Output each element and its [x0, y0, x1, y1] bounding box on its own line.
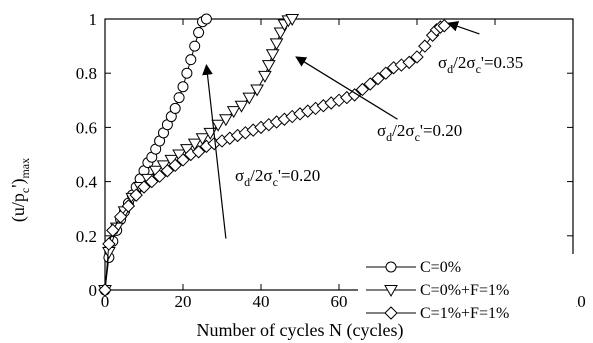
data-point	[145, 174, 159, 189]
data-point	[371, 71, 385, 86]
data-point	[193, 27, 205, 39]
annotation-label: σd/2σc'=0.20	[377, 121, 462, 144]
series-diamond	[98, 19, 452, 297]
data-point	[258, 70, 272, 83]
data-point	[121, 199, 136, 213]
annotation-label: σd/2σc'=0.35	[438, 53, 523, 76]
data-point	[265, 49, 280, 62]
data-point	[102, 237, 116, 251]
y-tick-label: 0.2	[76, 227, 97, 246]
data-point	[355, 82, 370, 97]
data-point	[173, 92, 185, 104]
data-point	[113, 210, 128, 224]
data-point	[250, 84, 264, 97]
legend-item: C=1%+F=1%	[366, 305, 509, 322]
data-point	[152, 169, 167, 183]
data-point	[177, 81, 189, 93]
annotations: σd/2σc'=0.35 σd/2σc'=0.20 σd/2σc'=0.20	[202, 21, 523, 239]
y-tick-label: 0.6	[76, 118, 97, 137]
data-point	[169, 102, 181, 114]
legend-label: C=0%+F=1%	[420, 282, 509, 299]
x-tick-label: 20	[175, 292, 192, 311]
data-point	[242, 92, 257, 105]
x-axis-label: Number of cycles N (cycles)	[197, 320, 404, 341]
data-point	[273, 27, 288, 40]
data-point	[187, 138, 202, 151]
data-point	[285, 14, 300, 27]
x-tick-label: 40	[253, 292, 270, 311]
data-point	[226, 106, 241, 119]
annotation: σd/2σc'=0.20	[295, 56, 462, 144]
data-point	[98, 283, 112, 297]
data-point	[106, 223, 120, 238]
data-point	[200, 13, 212, 25]
data-point	[129, 188, 143, 202]
legend-item: C=0%+F=1%	[366, 282, 509, 299]
data-point	[347, 88, 362, 102]
data-series	[98, 13, 452, 298]
data-point	[261, 60, 276, 73]
data-point	[410, 50, 424, 64]
y-axis-label: (u/pc')max	[8, 158, 32, 222]
data-point	[185, 54, 197, 66]
data-point	[189, 40, 201, 52]
data-point	[168, 158, 182, 173]
data-point	[137, 180, 151, 194]
data-point	[363, 77, 377, 91]
data-point	[160, 164, 175, 178]
data-point	[211, 119, 225, 132]
data-point	[219, 114, 233, 127]
legend-marker	[384, 285, 398, 298]
legend-marker	[385, 261, 397, 273]
y-tick-label: 0	[89, 281, 98, 300]
data-point	[191, 145, 206, 159]
data-point	[176, 153, 190, 167]
legend-label: C=0%	[420, 259, 461, 276]
annotation-label: σd/2σc'=0.20	[235, 166, 320, 189]
legend-marker	[384, 306, 398, 320]
legend-label: C=1%+F=1%	[420, 305, 509, 322]
x-tick-label: 60	[331, 292, 348, 311]
data-point	[269, 38, 284, 51]
y-tick-label: 0.4	[76, 173, 98, 192]
annotation-arrow	[202, 63, 227, 239]
annotation-arrow	[447, 21, 480, 35]
y-tick-label: 0.8	[76, 64, 97, 83]
legend: C=0% C=0%+F=1% C=1%+F=1%	[358, 254, 576, 322]
legend-item: C=0%	[366, 259, 461, 276]
annotation: σd/2σc'=0.35	[438, 21, 523, 76]
data-point	[181, 67, 193, 79]
data-point	[418, 39, 432, 53]
data-point	[402, 55, 416, 70]
y-tick-label: 1	[89, 10, 98, 29]
data-point	[195, 133, 210, 146]
data-point	[234, 100, 249, 113]
data-point	[379, 66, 393, 80]
annotation-arrow	[295, 56, 398, 120]
annotation: σd/2σc'=0.20	[202, 63, 320, 239]
x-tick-label: 0	[101, 292, 110, 311]
